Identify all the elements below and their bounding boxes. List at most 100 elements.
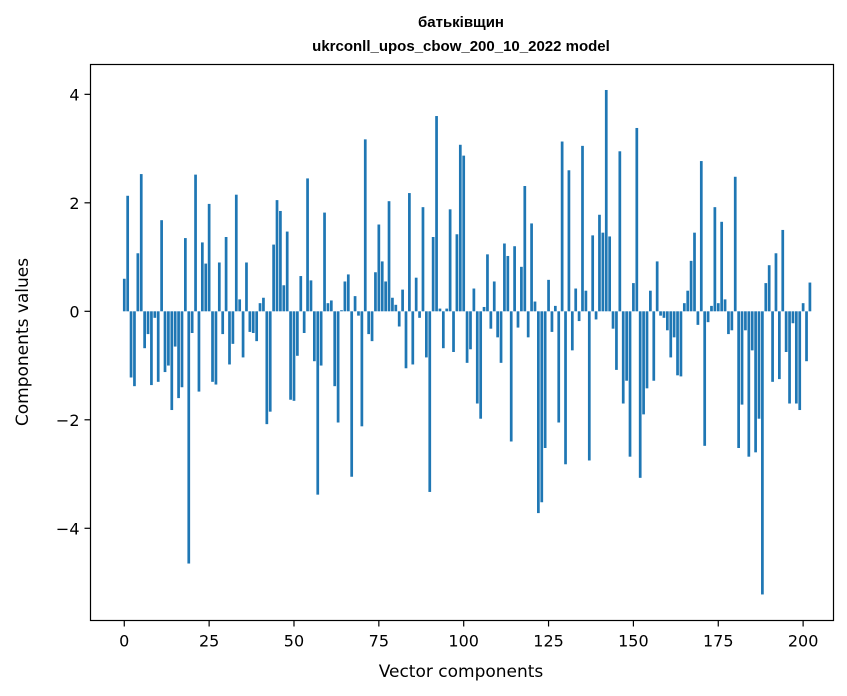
y-tick-label: 0 [69, 302, 79, 321]
bar-158 [659, 311, 662, 316]
bar-181 [737, 311, 740, 448]
bar-56 [312, 311, 316, 362]
bar-69 [357, 311, 360, 316]
bar-92 [435, 116, 438, 312]
bar-189 [764, 283, 768, 312]
bar-78 [387, 201, 391, 312]
bar-188 [761, 311, 764, 595]
bar-68 [353, 296, 357, 312]
bar-46 [279, 210, 282, 312]
bar-108 [489, 311, 493, 329]
bar-4 [136, 253, 140, 312]
bar-129 [560, 141, 564, 312]
bar-104 [475, 311, 479, 404]
bar-93 [438, 308, 442, 312]
bar-201 [805, 311, 808, 362]
bar-33 [234, 194, 238, 312]
bar-13 [167, 311, 170, 366]
bar-187 [757, 311, 761, 419]
bar-165 [682, 303, 686, 312]
bar-202 [808, 282, 812, 312]
bar-36 [245, 262, 248, 312]
bar-64 [340, 310, 343, 312]
bar-14 [170, 311, 174, 411]
bar-85 [411, 311, 415, 365]
bar-150 [632, 283, 635, 312]
x-tick-label: 200 [788, 632, 819, 651]
bar-31 [228, 311, 231, 365]
bar-15 [173, 311, 177, 347]
bar-54 [306, 178, 309, 312]
bar-51 [296, 311, 299, 356]
bar-130 [564, 311, 567, 465]
bar-198 [794, 311, 798, 404]
bar-91 [431, 237, 435, 312]
bar-174 [713, 207, 717, 312]
bar-115 [513, 246, 516, 312]
bar-48 [285, 231, 289, 312]
bar-136 [584, 290, 588, 312]
bar-95 [445, 308, 449, 312]
bar-87 [418, 311, 421, 318]
bar-120 [530, 223, 533, 312]
bar-112 [503, 243, 506, 312]
bar-113 [506, 255, 510, 312]
bar-49 [289, 311, 292, 400]
bar-66 [346, 274, 350, 312]
bar-30 [224, 237, 228, 312]
x-axis-label: Vector components [379, 662, 544, 682]
bar-77 [384, 281, 387, 312]
bar-152 [638, 311, 642, 478]
bar-143 [608, 236, 612, 312]
bar-119 [526, 311, 530, 338]
bar-161 [669, 311, 673, 358]
bar-145 [615, 311, 618, 370]
bar-155 [649, 290, 652, 312]
x-tick-label: 175 [703, 632, 734, 651]
bar-141 [601, 232, 605, 312]
bar-192 [774, 253, 778, 312]
bar-0 [122, 278, 126, 312]
bar-67 [350, 311, 354, 477]
bar-107 [486, 254, 489, 312]
bar-153 [642, 311, 645, 415]
bar-53 [302, 311, 306, 334]
bar-70 [360, 311, 364, 427]
bar-58 [319, 311, 323, 366]
bar-172 [706, 311, 710, 323]
bar-6 [143, 311, 146, 349]
bar-157 [655, 261, 659, 312]
bar-81 [397, 311, 401, 327]
bar-173 [710, 305, 713, 312]
bar-76 [380, 261, 384, 312]
bar-62 [333, 311, 337, 387]
bar-72 [367, 311, 371, 335]
bar-2 [129, 311, 133, 378]
bar-89 [425, 311, 428, 358]
x-tick-label: 0 [119, 632, 129, 651]
bar-11 [160, 220, 163, 312]
x-tick-label: 25 [199, 632, 219, 651]
bar-18 [184, 238, 187, 312]
bar-118 [523, 186, 527, 312]
bar-38 [251, 311, 255, 334]
bar-146 [618, 151, 622, 312]
plot-frame [89, 63, 835, 622]
bar-199 [798, 311, 802, 411]
bar-82 [401, 289, 404, 312]
bar-61 [329, 300, 333, 312]
bar-32 [231, 311, 235, 344]
bar-135 [581, 145, 584, 312]
bar-7 [146, 311, 150, 335]
bar-5 [139, 174, 143, 312]
bar-111 [499, 311, 503, 363]
y-tick-label: −4 [56, 519, 80, 538]
bar-99 [458, 144, 462, 312]
x-tick-label: 50 [284, 632, 304, 651]
bar-176 [720, 221, 724, 312]
bar-191 [771, 311, 774, 382]
bar-86 [414, 277, 418, 312]
bar-series [122, 89, 812, 595]
bar-110 [496, 311, 499, 338]
